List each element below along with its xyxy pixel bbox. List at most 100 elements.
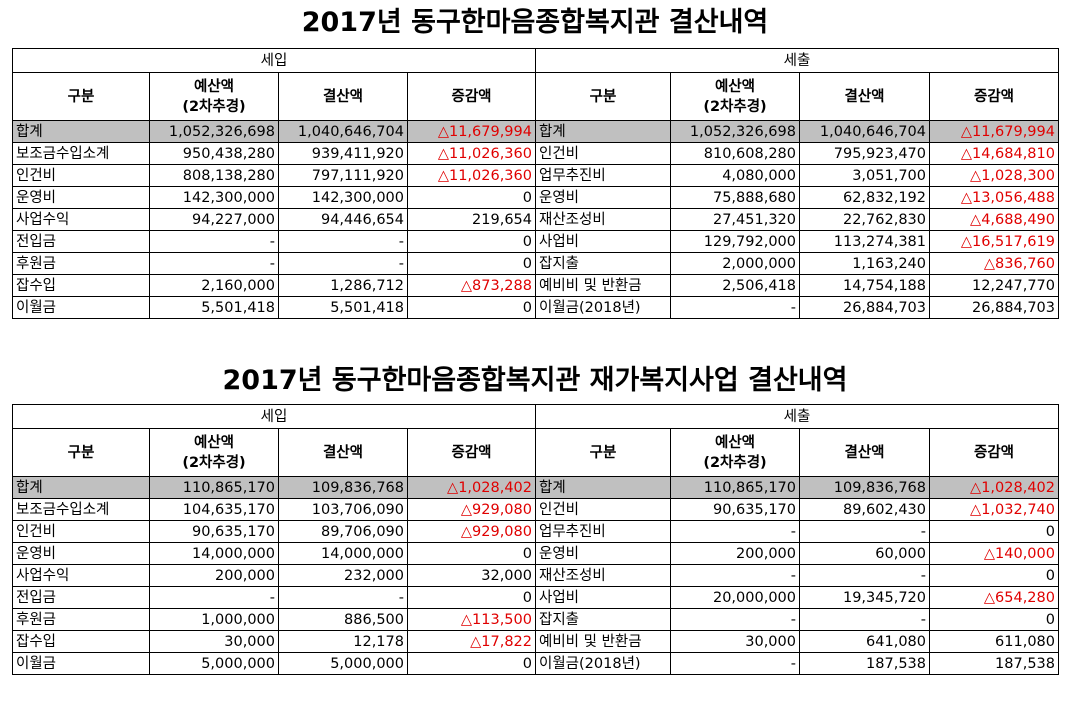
income-diff-header: 증감액 [407, 428, 536, 477]
table-row: 운영비 14,000,000 14,000,000 0 운영비 200,000 60,000… [12, 542, 1059, 565]
expense-item-label: 운영비 [535, 542, 671, 565]
income-item-label: 사업수익 [12, 208, 150, 231]
expense-settled-cell: 113,274,381 [799, 230, 930, 253]
expense-settled-cell: 3,051,700 [799, 164, 930, 187]
budget-header-label: 예산액 [714, 434, 756, 451]
income-settled-cell: 142,300,000 [278, 186, 408, 209]
expense-diff-cell: △1,028,402 [929, 476, 1059, 499]
expense-diff-cell: △4,688,490 [929, 208, 1059, 231]
budget-header-sub: (2차추경) [182, 454, 246, 471]
table-row: 후원금 1,000,000 886,500 △113,500 잡지출 - -0 [12, 608, 1059, 631]
expense-budget-cell: 20,000,000 [670, 586, 800, 609]
table-row: 잡수입 30,000 12,178 △17,822 예비비 및 반환금 30,000 641… [12, 630, 1059, 653]
table-row: 합계 1,052,326,698 1,040,646,704 △11,679,994 합… [12, 120, 1059, 143]
expense-diff-header: 증감액 [929, 72, 1059, 121]
income-budget-cell: - [149, 252, 279, 275]
expense-settled-cell: 89,602,430 [799, 498, 930, 521]
income-budget-cell: - [149, 586, 279, 609]
expense-budget-cell: - [670, 608, 800, 631]
income-settled-cell: - [278, 586, 408, 609]
table-row: 후원금 - -0 잡지출 2,000,000 1,163,240 △836,760 [12, 252, 1059, 275]
income-item-label: 보조금수입소계 [12, 498, 150, 521]
income-settled-cell: 1,286,712 [278, 274, 408, 297]
budget-header-sub: (2차추경) [703, 98, 767, 115]
expense-item-label: 업무추진비 [535, 520, 671, 543]
expense-budget-header: 예산액 (2차추경) [670, 72, 800, 121]
expense-item-label: 재산조성비 [535, 564, 671, 587]
income-diff-cell: △11,026,360 [407, 142, 536, 165]
income-settled-cell: 232,000 [278, 564, 408, 587]
expense-gubun-header: 구분 [535, 428, 671, 477]
expense-item-label: 이월금(2018년) [535, 296, 671, 319]
income-settled-cell: 939,411,920 [278, 142, 408, 165]
expense-budget-cell: 4,080,000 [670, 164, 800, 187]
budget-header-label: 예산액 [714, 78, 756, 95]
income-gubun-header: 구분 [12, 428, 150, 477]
income-diff-cell: 0 [407, 296, 536, 319]
home-care-settlement-table: 세입 세출 구분 예산액 (2차추경) 결산액 증감액 구분 예산액 (2차추경) 결산액 증감액 합계… [12, 404, 1059, 675]
income-diff-cell: △113,500 [407, 608, 536, 631]
section-header-row: 세입 세출 [12, 48, 1059, 73]
settlement-table: 세입 세출 구분 예산액 (2차추경) 결산액 증감액 구분 예산액 (2차추경) 결산액 증감액 합계… [12, 48, 1059, 319]
income-settled-cell: 14,000,000 [278, 542, 408, 565]
expense-diff-cell: △1,032,740 [929, 498, 1059, 521]
income-item-label: 잡수입 [12, 274, 150, 297]
income-item-label: 합계 [12, 120, 150, 143]
expense-item-label: 운영비 [535, 186, 671, 209]
expense-diff-cell: 12,247,770 [929, 274, 1059, 297]
expense-diff-cell: △13,056,488 [929, 186, 1059, 209]
income-diff-cell: △873,288 [407, 274, 536, 297]
expense-diff-cell: △14,684,810 [929, 142, 1059, 165]
income-item-label: 인건비 [12, 520, 150, 543]
expense-item-label: 잡지출 [535, 252, 671, 275]
income-item-label: 사업수익 [12, 564, 150, 587]
title-home-care-settlement: 2017년 동구한마음종합복지관 재가복지사업 결산내역 [222, 365, 848, 396]
income-budget-cell: 90,635,170 [149, 520, 279, 543]
expense-settled-cell: 22,762,830 [799, 208, 930, 231]
income-budget-cell: 142,300,000 [149, 186, 279, 209]
expense-diff-cell: △1,028,300 [929, 164, 1059, 187]
expense-budget-cell: 27,451,320 [670, 208, 800, 231]
income-settled-header: 결산액 [278, 72, 408, 121]
table-row: 이월금 5,501,418 5,501,418 0 이월금(2018년) -26,884,… [12, 296, 1059, 319]
expense-budget-cell: 1,052,326,698 [670, 120, 800, 143]
income-budget-header: 예산액 (2차추경) [149, 428, 279, 477]
expense-diff-cell: 26,884,703 [929, 296, 1059, 319]
expense-settled-header: 결산액 [799, 428, 930, 477]
income-settled-cell: 103,706,090 [278, 498, 408, 521]
expense-settled-cell: 187,538 [799, 652, 930, 675]
expense-item-label: 인건비 [535, 142, 671, 165]
income-settled-cell: - [278, 252, 408, 275]
income-section-label: 세입 [12, 48, 536, 73]
expense-settled-header: 결산액 [799, 72, 930, 121]
expense-budget-cell: 810,608,280 [670, 142, 800, 165]
section-header-row: 세입 세출 [12, 404, 1059, 429]
income-settled-cell: 886,500 [278, 608, 408, 631]
column-header-row: 구분 예산액 (2차추경) 결산액 증감액 구분 예산액 (2차추경) 결산액 증감액 [12, 428, 1059, 477]
table-row: 전입금 - -0 사업비 20,000,000 19,345,720 △654,280 [12, 586, 1059, 609]
expense-diff-cell: △836,760 [929, 252, 1059, 275]
table-row: 보조금수입소계 950,438,280 939,411,920 △11,026,360… [12, 142, 1059, 165]
income-diff-cell: △11,026,360 [407, 164, 536, 187]
income-settled-cell: 94,446,654 [278, 208, 408, 231]
expense-budget-header: 예산액 (2차추경) [670, 428, 800, 477]
table-row: 사업수익 200,000 232,000 32,000 재산조성비 - -0 [12, 564, 1059, 587]
expense-diff-cell: △140,000 [929, 542, 1059, 565]
income-diff-cell: △1,028,402 [407, 476, 536, 499]
expense-item-label: 예비비 및 반환금 [535, 630, 671, 653]
income-item-label: 이월금 [12, 296, 150, 319]
income-diff-cell: 219,654 [407, 208, 536, 231]
income-diff-cell: 0 [407, 186, 536, 209]
expense-diff-cell: 611,080 [929, 630, 1059, 653]
expense-item-label: 사업비 [535, 230, 671, 253]
budget-header-label: 예산액 [193, 434, 235, 451]
expense-settled-cell: - [799, 520, 930, 543]
income-diff-cell: △929,080 [407, 520, 536, 543]
table-row: 인건비 808,138,280 797,111,920 △11,026,360 업무추진… [12, 164, 1059, 187]
table-row: 운영비 142,300,000 142,300,000 0 운영비 75,888,680 6… [12, 186, 1059, 209]
expense-settled-cell: 26,884,703 [799, 296, 930, 319]
income-budget-cell: 1,052,326,698 [149, 120, 279, 143]
income-item-label: 잡수입 [12, 630, 150, 653]
expense-budget-cell: 2,506,418 [670, 274, 800, 297]
expense-settled-cell: 60,000 [799, 542, 930, 565]
